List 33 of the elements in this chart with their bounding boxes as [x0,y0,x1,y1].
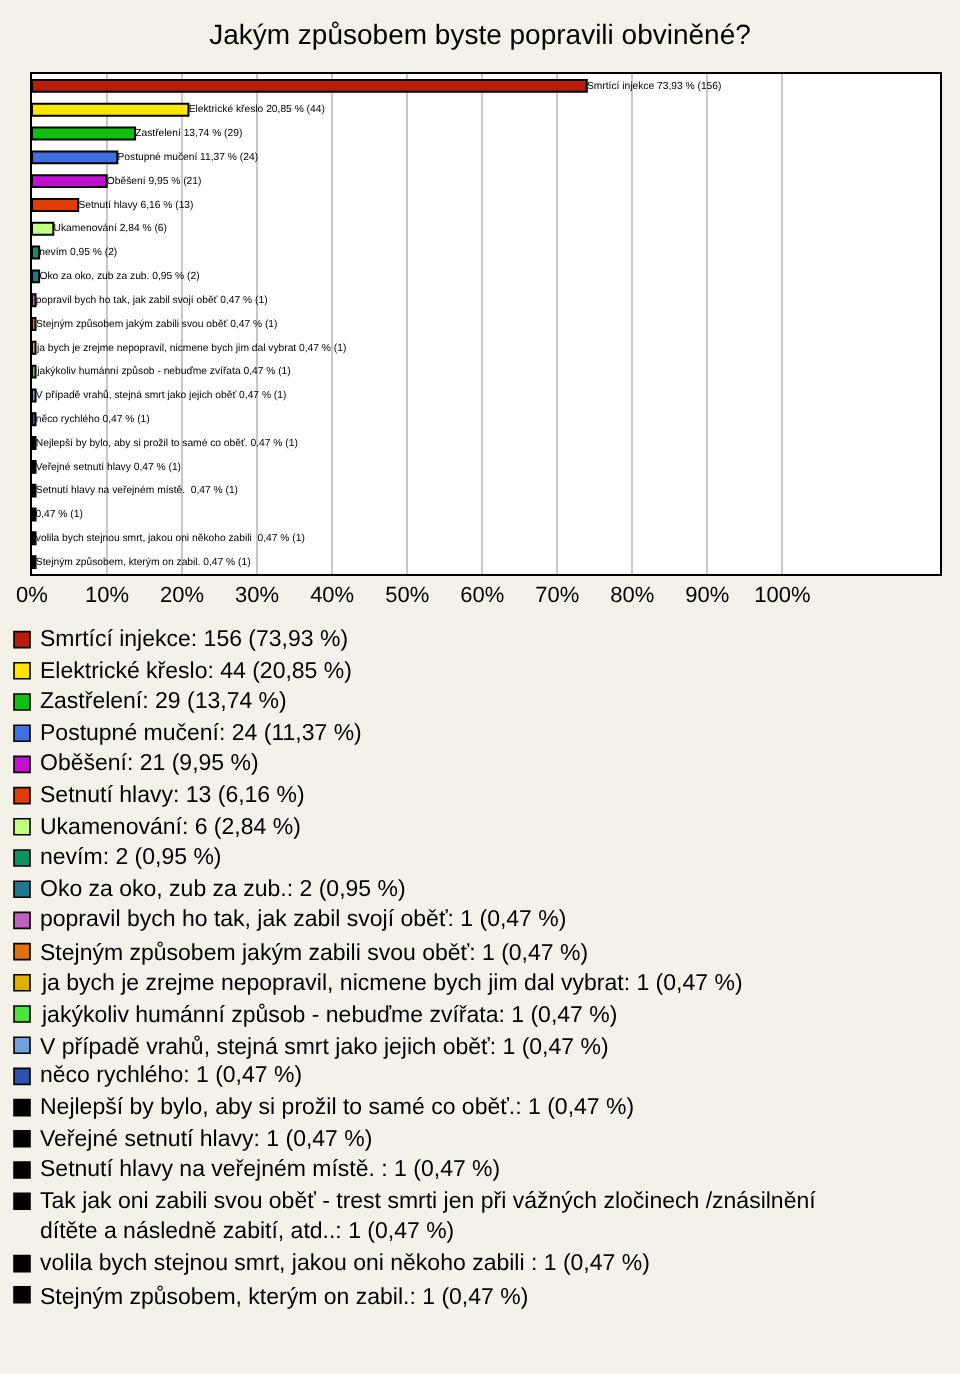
x-tick-label: 40% [310,584,355,609]
x-tick-label: 90% [685,584,730,609]
x-tick-label: 100% [754,584,811,609]
x-tick-label: 0% [16,584,49,609]
legend-label: ja bych je zrejme nepopravil, nicmene bych jim dal vybrat: 1 (0,47 %) [40,972,743,996]
legend-label: Setnutí hlavy na veřejném místě. : 1 (0,47 %) [40,1158,501,1182]
x-tick-label: 30% [235,584,280,609]
legend-label: Zastřelení: 29 (13,74 %) [40,690,288,714]
legend-label: Tak jak oni zabili svou oběť - trest smrti jen při vážných zločinech /znásilnění dítěte a následně zabití, atd..: 1 (0,47 %) [40,1190,818,1244]
x-tick-label: 70% [535,584,580,609]
legend-label: nevím: 2 (0,95 %) [40,846,222,870]
legend-label: Setnutí hlavy: 13 (6,16 %) [40,784,305,808]
x-tick-label: 50% [385,584,430,609]
legend-label: volila bych stejnou smrt, jakou oni někoho zabili : 1 (0,47 %) [40,1252,651,1276]
legend-label: Oběšení: 21 (9,95 %) [40,752,259,776]
legend-label: něco rychlého: 1 (0,47 %) [40,1064,303,1088]
x-tick-label: 20% [160,584,205,609]
legend-label: Stejným způsobem jakým zabili svou oběť: 1 (0,47 %) [40,940,589,966]
legend-label: Oko za oko, zub za zub.: 2 (0,95 %) [40,878,406,902]
legend-label: Postupné mučení: 24 (11,37 %) [40,722,363,746]
legend-label: Smrtící injekce: 156 (73,93 %) [40,628,349,652]
x-tick-label: 10% [85,584,130,609]
legend-label: Elektrické křeslo: 44 (20,85 %) [40,660,353,684]
legend-label: Ukamenování: 6 (2,84 %) [40,816,302,840]
legend-label: Nejlepší by bylo, aby si prožil to samé co oběť.: 1 (0,47 %) [40,1096,635,1120]
legend-label: V případě vrahů, stejná smrt jako jejich oběť: 1 (0,47 %) [40,1034,609,1060]
legend-label: jakýkoliv humánní způsob - nebuďme zvířata: 1 (0,47 %) [40,1002,618,1028]
legend-label: Veřejné setnutí hlavy: 1 (0,47 %) [40,1128,373,1152]
x-tick-label: 60% [460,584,505,609]
legend-label: popravil bych ho tak, jak zabil svojí oběť: 1 (0,47 %) [40,908,567,932]
legend-label: Stejným způsobem, kterým on zabil.: 1 (0,47 %) [40,1284,529,1310]
chart-title: Jakým způsobem byste popravili obviněné? [209,17,752,50]
x-tick-label: 80% [610,584,655,609]
